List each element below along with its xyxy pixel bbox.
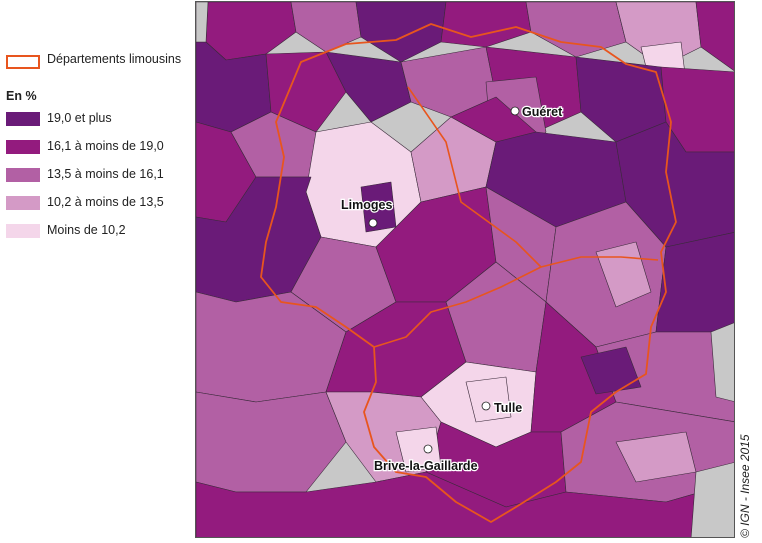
- legend-class-4: 10,2 à moins de 13,5: [6, 195, 192, 210]
- legend-swatch-2: [6, 139, 40, 154]
- department-boundary-internal-2: [373, 266, 542, 348]
- legend-class-2: 16,1 à moins de 19,0: [6, 139, 192, 154]
- department-boundary: [260, 23, 677, 523]
- outside-patch-e: [710, 322, 734, 402]
- city-dot-brive: [423, 444, 433, 454]
- zone-n-4: [525, 2, 627, 58]
- zone-n-2: [355, 2, 447, 63]
- boundary-swatch: [6, 55, 40, 69]
- legend-class-5: Moins de 10,2: [6, 223, 192, 238]
- legend-label-5: Moins de 10,2: [47, 223, 126, 237]
- commune-polygons: [196, 2, 734, 537]
- city-tulle: Tulle: [481, 400, 524, 416]
- zone-w-2: [265, 51, 347, 133]
- legend-label-4: 10,2 à moins de 13,5: [47, 195, 164, 209]
- zone-ne-2: [695, 2, 734, 71]
- city-dot-gueret: [510, 106, 520, 116]
- city-dot-tulle: [481, 401, 491, 411]
- legend-label-3: 13,5 à moins de 16,1: [47, 167, 164, 181]
- legend-swatch-4: [6, 195, 40, 210]
- zone-n-3: [440, 2, 532, 48]
- legend-class-3: 13,5 à moins de 16,1: [6, 167, 192, 182]
- city-label-gueret: Guéret: [522, 105, 563, 119]
- outside-patch-nw: [196, 2, 209, 43]
- map-legend: Départements limousins En % 19,0 et plus…: [6, 52, 192, 251]
- legend-boundary-entry: Départements limousins: [6, 52, 192, 69]
- zone-se-2: [595, 331, 734, 422]
- legend-swatch-5: [6, 223, 40, 238]
- zone-tulle-centre: [465, 376, 512, 423]
- city-label-tulle: Tulle: [494, 401, 522, 415]
- zone-brive-centre: [395, 426, 442, 473]
- boundary-label: Départements limousins: [47, 52, 182, 66]
- city-label-limoges: Limoges: [341, 198, 392, 212]
- city-brive: Brive-la-Gaillarde: [373, 444, 479, 474]
- city-label-brive: Brive-la-Gaillarde: [374, 459, 478, 473]
- copyright-credit: © IGN - Insee 2015: [738, 434, 752, 538]
- legend-unit-title: En %: [6, 89, 37, 103]
- outside-patch-se: [690, 462, 734, 537]
- legend-label-1: 19,0 et plus: [47, 111, 112, 125]
- zone-c-1: [325, 51, 412, 123]
- map-svg: Guéret Limoges Tulle Brive-la-Gaillarde: [196, 2, 734, 537]
- department-boundary-internal-1: [407, 86, 659, 268]
- zone-bottom: [196, 471, 734, 537]
- legend-class-1: 19,0 et plus: [6, 111, 192, 126]
- zone-e-4: [655, 232, 734, 333]
- city-limoges: Limoges: [340, 197, 394, 228]
- choropleth-map: Guéret Limoges Tulle Brive-la-Gaillarde: [195, 1, 735, 538]
- city-gueret: Guéret: [510, 104, 564, 120]
- legend-swatch-1: [6, 111, 40, 126]
- legend-label-2: 16,1 à moins de 19,0: [47, 139, 164, 153]
- zone-se-3: [580, 346, 642, 395]
- legend-swatch-3: [6, 167, 40, 182]
- city-dot-limoges: [368, 218, 378, 228]
